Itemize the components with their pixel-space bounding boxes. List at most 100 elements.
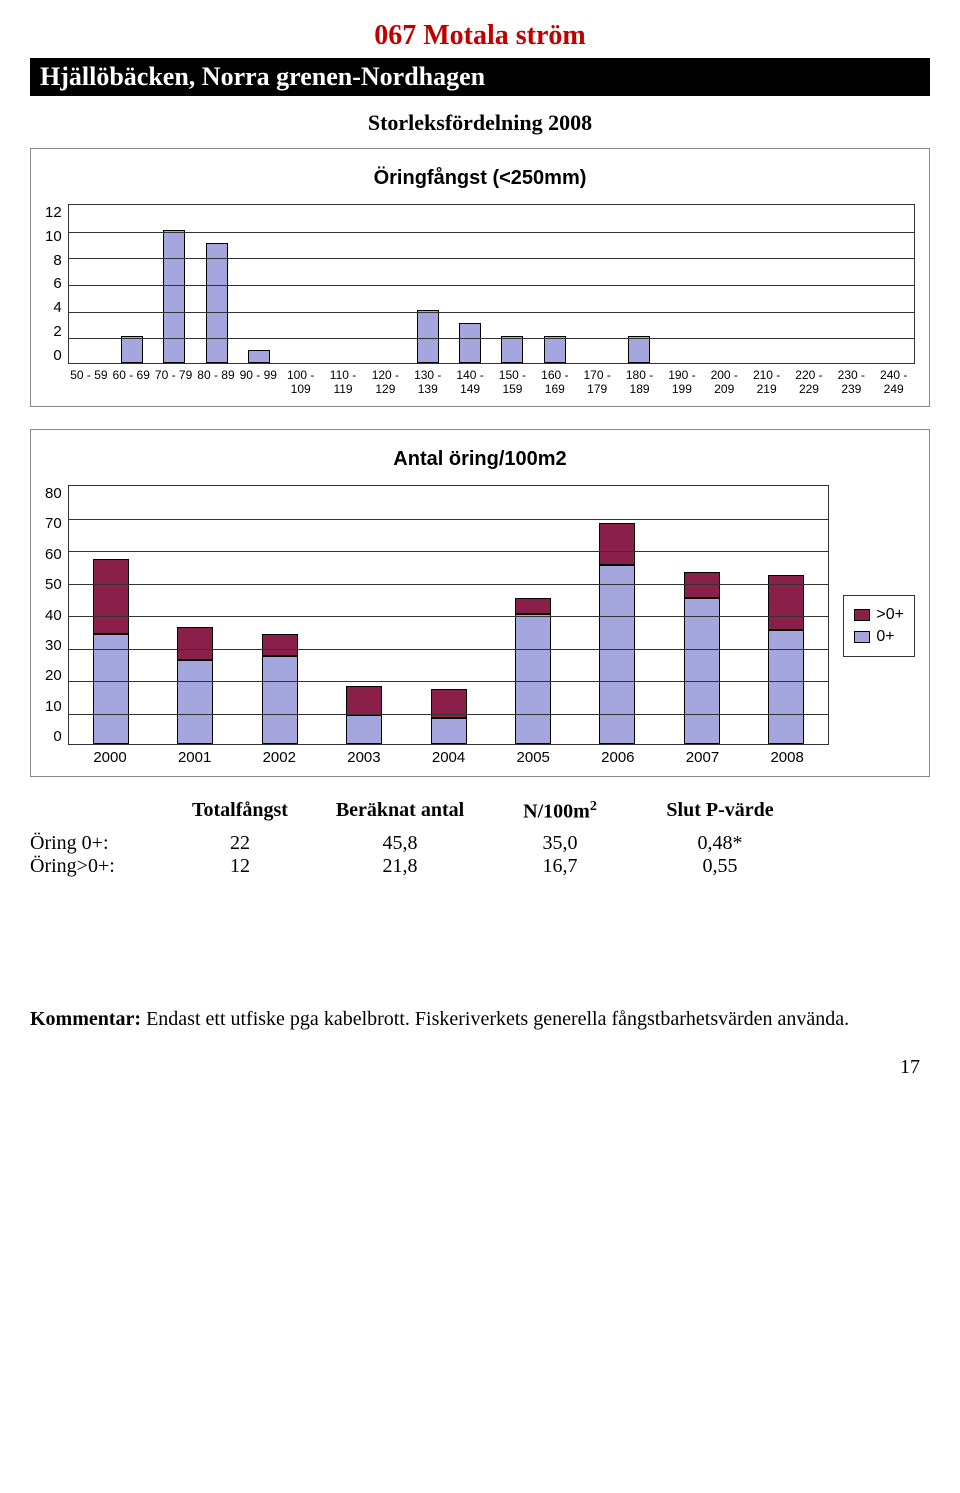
table-cell: 22: [170, 832, 310, 855]
chart-2-bar-bottom: [515, 614, 551, 744]
chart-2-bar-top: [684, 572, 720, 598]
chart-2-y-tick: 70: [45, 515, 62, 532]
chart-1-bar: [544, 336, 566, 363]
chart-1-y-tick: 4: [53, 299, 61, 316]
chart-1-y-tick: 0: [53, 347, 61, 364]
chart-2-y-axis: 80 70 60 50 40 30 20 10 0: [45, 485, 68, 745]
chart-1-x-label: 140 - 149: [449, 364, 491, 396]
chart-2-bar-cell: [660, 486, 744, 744]
chart-2-x-label: 2006: [576, 745, 661, 766]
chart-1-x-label: 200 - 209: [703, 364, 745, 396]
chart-2-bar-top: [262, 634, 298, 657]
chart-1-bar: [628, 336, 650, 363]
comment-label: Kommentar:: [30, 1008, 141, 1030]
chart-2-grid-line: [69, 649, 829, 650]
chart-2-bar-bottom: [93, 634, 129, 745]
table-cell: 45,8: [310, 832, 490, 855]
chart-1-y-tick: 2: [53, 323, 61, 340]
chart-1-x-label: 130 - 139: [407, 364, 449, 396]
chart-2-bar-cell: [153, 486, 237, 744]
chart-2-bar-cell: [744, 486, 828, 744]
chart-2-y-tick: 40: [45, 607, 62, 624]
comment-text: Endast ett utfiske pga kabelbrott. Fiske…: [141, 1008, 849, 1030]
table-cell: 21,8: [310, 855, 490, 878]
page-number: 17: [900, 1056, 920, 1079]
chart-1-x-label: 100 - 109: [279, 364, 321, 396]
chart-2-y-tick: 50: [45, 576, 62, 593]
chart-1-x-label: 180 - 189: [618, 364, 660, 396]
chart-1-x-label: 220 - 229: [788, 364, 830, 396]
chart-2-x-label: 2007: [660, 745, 745, 766]
chart-1-y-tick: 12: [45, 204, 62, 221]
chart-2-bar-cell: [69, 486, 153, 744]
chart-1-y-axis: 12 10 8 6 4 2 0: [45, 204, 68, 364]
table-cell: 35,0: [490, 832, 630, 855]
chart-2-y-tick: 60: [45, 546, 62, 563]
chart-1-bar: [248, 350, 270, 363]
table-header-totalfangst: Totalfångst: [170, 799, 310, 824]
chart-1-y-tick: 8: [53, 252, 61, 269]
chart-2-bar-cell: [322, 486, 406, 744]
table-row: Öring 0+:2245,835,00,48*: [30, 832, 930, 855]
chart-1-bar: [417, 310, 439, 363]
chart-2-y-tick: 10: [45, 698, 62, 715]
legend-row: >0+: [854, 606, 904, 624]
chart-2-bars-layer: [69, 486, 829, 744]
chart-1-x-label: 230 - 239: [830, 364, 872, 396]
table-header-beraknat: Beräknat antal: [310, 799, 490, 824]
chart-2-y-tick: 80: [45, 485, 62, 502]
chart-2-y-tick: 30: [45, 637, 62, 654]
chart-1-grid-line: [69, 258, 914, 259]
chart-1-plot: [68, 204, 915, 364]
chart-1-x-label: 70 - 79: [152, 364, 194, 396]
chart-2-x-label: 2005: [491, 745, 576, 766]
table-header-n100m: N/100m2: [490, 799, 630, 824]
main-title: 067 Motala ström: [30, 20, 930, 52]
chart-2-bar-bottom: [262, 656, 298, 744]
chart-2-bar-bottom: [346, 715, 382, 744]
legend-label: 0+: [876, 628, 894, 646]
table-header-row: Totalfångst Beräknat antal N/100m2 Slut …: [30, 799, 930, 824]
chart-2-bar-top: [599, 523, 635, 565]
chart-1-y-tick: 10: [45, 228, 62, 245]
chart-2-bar-bottom: [431, 718, 467, 744]
comment-paragraph: Kommentar: Endast ett utfiske pga kabelb…: [30, 1008, 930, 1031]
chart-2-title: Antal öring/100m2: [45, 448, 915, 471]
table-row: Öring>0+:1221,816,70,55: [30, 855, 930, 878]
chart-1-x-label: 240 - 249: [873, 364, 915, 396]
chart-2-grid-line: [69, 519, 829, 520]
chart-1-x-label: 160 - 169: [534, 364, 576, 396]
results-table: Totalfångst Beräknat antal N/100m2 Slut …: [30, 799, 930, 878]
chart-2-x-label: 2004: [406, 745, 491, 766]
chart-1-title: Öringfångst (<250mm): [45, 167, 915, 190]
table-cell: 0,55: [630, 855, 810, 878]
chart-2-grid-line: [69, 681, 829, 682]
chart-2-grid-line: [69, 551, 829, 552]
chart-1-x-label: 190 - 199: [661, 364, 703, 396]
legend-swatch: [854, 631, 870, 643]
chart-2-bar-top: [93, 559, 129, 634]
chart-2-y-tick: 20: [45, 667, 62, 684]
chart-2-bar-bottom: [768, 630, 804, 744]
chart-2-bar-top: [177, 627, 213, 660]
chart-2-bar-bottom: [599, 565, 635, 744]
chart-2-x-label: 2002: [237, 745, 322, 766]
chart-2-x-label: 2001: [152, 745, 237, 766]
chart-1-x-label: 170 - 179: [576, 364, 618, 396]
chart-1-grid-line: [69, 232, 914, 233]
chart-2-y-tick: 0: [53, 728, 61, 745]
chart-2-frame: Antal öring/100m2 80 70 60 50 40 30 20 10 0 2000…: [30, 429, 930, 777]
chart-1-y-tick: 6: [53, 275, 61, 292]
chart-2-x-label: 2003: [322, 745, 407, 766]
chart-2-x-label: 2000: [68, 745, 153, 766]
chart-2-plot: [68, 485, 830, 745]
chart-1-x-label: 120 - 129: [364, 364, 406, 396]
chart-2-bar-top: [346, 686, 382, 715]
chart-1-x-label: 80 - 89: [195, 364, 237, 396]
chart-2-bar-bottom: [684, 598, 720, 744]
chart-2-grid-line: [69, 616, 829, 617]
chart-1-bar: [459, 323, 481, 363]
chart-2-bar-bottom: [177, 660, 213, 745]
chart-2-bar-cell: [491, 486, 575, 744]
table-cell: Öring>0+:: [30, 855, 170, 878]
